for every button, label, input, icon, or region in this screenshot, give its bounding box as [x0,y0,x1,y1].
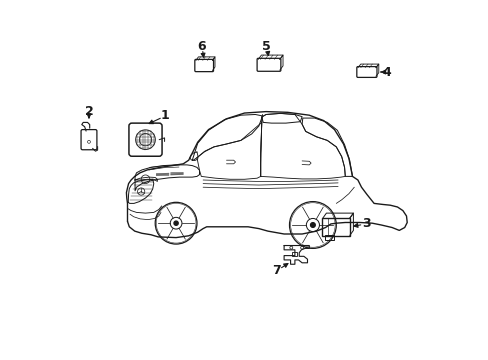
Text: 5: 5 [262,40,271,53]
Text: 1: 1 [161,109,169,122]
Text: 7: 7 [272,264,281,277]
Text: 4: 4 [382,66,390,78]
Text: 2: 2 [84,105,93,118]
Circle shape [310,222,315,228]
Text: 3: 3 [361,217,370,230]
Circle shape [174,221,178,225]
Text: 6: 6 [197,40,206,53]
